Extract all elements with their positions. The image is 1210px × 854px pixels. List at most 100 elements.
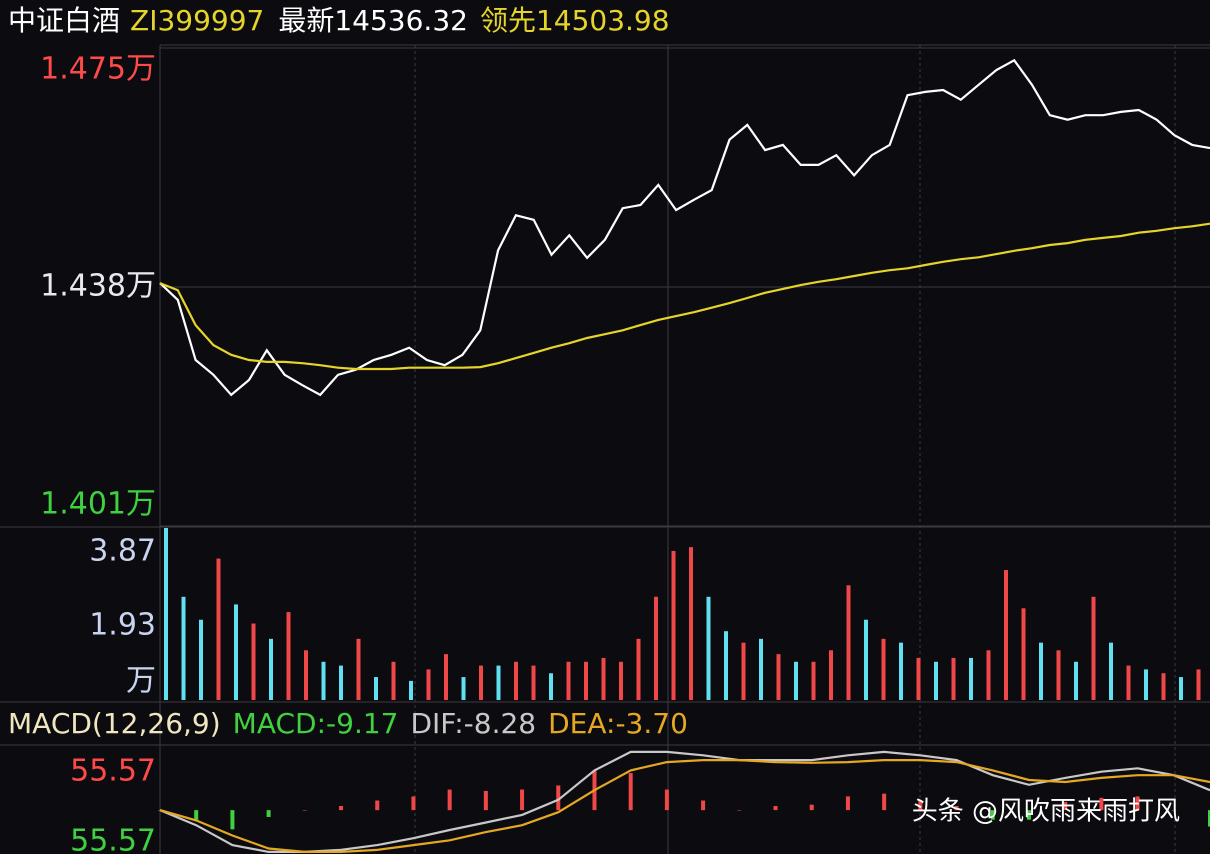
volume-bar — [479, 665, 483, 700]
volume-bar — [741, 642, 746, 700]
volume-bar — [566, 661, 571, 700]
macd-bar — [556, 785, 561, 811]
y-tick-label: 3.87 — [89, 534, 156, 569]
volume-bar — [339, 665, 343, 700]
volume-bar — [251, 623, 256, 700]
volume-bar — [269, 638, 273, 700]
volume-bar — [461, 677, 466, 700]
volume-bar — [1161, 673, 1166, 700]
macd-bar — [375, 800, 380, 811]
volume-bar — [601, 657, 606, 700]
macd-bar — [483, 790, 488, 811]
header: 中证白酒 ZI399997 最新14536.32 领先14503.98 — [8, 4, 670, 37]
dea-value: DEA:-3.70 — [548, 707, 688, 740]
volume-bar — [426, 669, 431, 700]
volume-bar — [1074, 661, 1078, 700]
macd-bar — [520, 789, 525, 811]
index-name: 中证白酒 — [8, 4, 120, 37]
macd-bar — [1026, 810, 1031, 820]
macd-header: MACD(12,26,9) MACD:-9.17 DIF:-8.28 DEA:-3.7… — [8, 707, 688, 740]
index-code: ZI399997 — [130, 4, 264, 37]
series-line — [159, 222, 1210, 371]
macd-bar — [1171, 810, 1176, 811]
volume-bar — [1179, 677, 1183, 700]
volume-bar — [496, 665, 501, 700]
macd-bar — [1208, 810, 1210, 827]
y-tick-label: 1.93 — [89, 608, 156, 643]
volume-bar — [881, 638, 886, 700]
legend-lead: 领先14503.98 — [480, 4, 670, 37]
volume-bar — [689, 547, 693, 700]
volume-bar — [1144, 669, 1148, 700]
volume-bar — [969, 657, 973, 700]
macd-bar — [1063, 801, 1068, 811]
volume-bar — [776, 654, 781, 700]
legend-latest: 最新14536.32 — [278, 4, 468, 37]
volume-bar — [724, 631, 728, 700]
macd-title: MACD(12,26,9) — [8, 707, 221, 740]
dif-value: DIF:-8.28 — [410, 707, 536, 740]
volume-bar — [1004, 570, 1008, 700]
series-line — [159, 759, 1210, 853]
volume-bar — [1126, 665, 1131, 700]
macd-bar — [230, 810, 235, 830]
macd-bar — [1135, 796, 1140, 811]
watermark: 头条 @风吹雨来雨打风 — [912, 797, 1180, 827]
volume-bar — [899, 642, 903, 700]
macd-bar — [628, 773, 633, 811]
volume-bar — [286, 612, 291, 700]
volume-bar — [864, 619, 868, 700]
volume-bar — [706, 596, 711, 700]
volume-bar — [514, 661, 518, 700]
macd-value: MACD:-9.17 — [233, 707, 399, 740]
y-tick-label: 55.57 — [70, 824, 156, 854]
volume-bar — [811, 661, 816, 700]
macd-bar — [701, 800, 706, 811]
volume-bar — [1039, 642, 1043, 700]
macd-bar — [954, 806, 959, 811]
macd-bar — [194, 810, 199, 820]
frame — [0, 44, 1210, 854]
volume-bar — [391, 661, 396, 700]
volume-bar — [951, 657, 956, 700]
volume-bar — [829, 650, 833, 700]
macd-bar — [339, 806, 344, 811]
volume-bar — [234, 604, 238, 700]
series-line — [159, 750, 1210, 853]
macd-bar — [266, 810, 271, 817]
macd-bar — [447, 789, 452, 811]
volume-bar — [1109, 642, 1113, 700]
y-tick-label: 1.475万 — [40, 52, 156, 87]
volume-bar — [304, 650, 308, 700]
macd-bar — [809, 804, 814, 811]
volume-bar — [199, 619, 203, 700]
volume-bar — [356, 638, 361, 700]
volume-bar — [374, 677, 378, 700]
volume-bar — [619, 661, 623, 700]
volume-bar — [549, 673, 553, 700]
volume-bar — [1056, 650, 1061, 700]
volume-bar — [1196, 669, 1201, 700]
macd-bar — [882, 793, 887, 811]
volume-bar — [916, 657, 921, 700]
series-line — [159, 58, 1210, 397]
volume-bar — [584, 661, 588, 700]
macd-bar — [773, 806, 778, 811]
volume-bar — [794, 661, 798, 700]
macd-bar — [302, 810, 307, 811]
volume-bar — [444, 654, 448, 700]
volume-bar — [409, 680, 413, 700]
volume-bar — [934, 661, 938, 700]
volume-bar — [1021, 608, 1026, 700]
y-tick-label: 55.57 — [70, 754, 156, 789]
volume-bar — [321, 661, 326, 700]
volume-bar — [846, 585, 851, 700]
macd-bar — [1099, 797, 1104, 811]
macd-bar — [664, 789, 669, 811]
volume-bar — [986, 650, 991, 700]
macd-bar — [737, 810, 742, 811]
volume-bar — [759, 638, 763, 700]
volume-bar — [1091, 596, 1096, 700]
